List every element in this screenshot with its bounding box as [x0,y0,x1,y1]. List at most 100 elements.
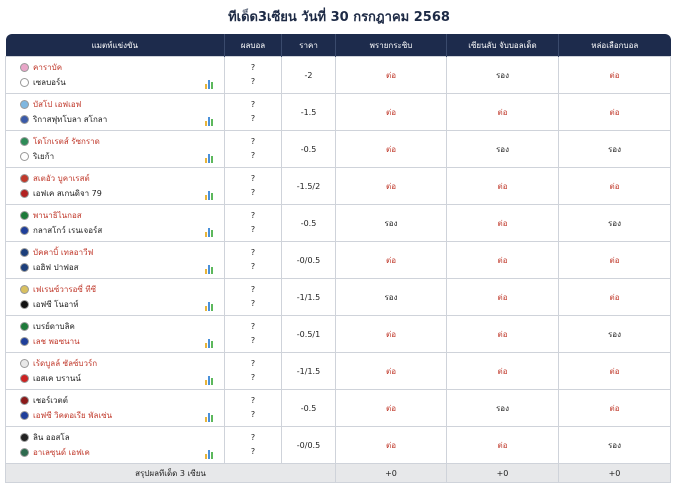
home-team-name[interactable]: พานาธิไนกอส [33,211,82,220]
match-cell[interactable]: สเตอัว บูคาเรสต์เอฟเค สเกนดิจา 79 [5,167,225,205]
home-team-name[interactable]: โดโกเรตส์ รัซกราด [33,137,100,146]
away-team[interactable]: เลช พอซนาน [20,334,224,349]
home-team[interactable]: บัสโป เอฟเอฟ [20,97,224,112]
score-cell: ?? [224,167,282,205]
away-team-name[interactable]: ริเยก้า [33,152,55,161]
home-team[interactable]: คาราบัค [20,60,224,75]
stats-chart-icon[interactable] [205,302,214,311]
score-away: ? [250,410,256,419]
pick-cell: ต่อ [558,352,671,390]
score-home: ? [250,137,256,146]
score-cell: ?? [224,315,282,353]
away-team[interactable]: เซลบอร์น [20,75,224,90]
price-cell: -1.5 [281,93,336,131]
match-cell[interactable]: เบรย์ดาบลิคเลช พอซนาน [5,315,225,353]
away-team[interactable]: อาเลซุนด์ เอฟเค [20,445,224,460]
score-away: ? [250,77,256,86]
away-team-name[interactable]: เอฟเค สเกนดิจา 79 [33,189,102,198]
away-team-name[interactable]: อาเลซุนด์ เอฟเค [33,448,90,457]
stats-chart-icon[interactable] [205,80,214,89]
home-team[interactable]: เฟเรนซ์วารอซี่ ทีซี [20,282,224,297]
pick-cell: ต่อ [335,241,447,279]
away-team-name[interactable]: เซลบอร์น [33,78,66,87]
stats-chart-icon[interactable] [205,450,214,459]
away-team-logo-icon [20,300,29,309]
away-team-logo-icon [20,263,29,272]
score-home: ? [250,396,256,405]
away-team[interactable]: เอสเค บรานน์ [20,371,224,386]
home-team-name[interactable]: บัสโป เอฟเอฟ [33,100,82,109]
match-cell[interactable]: เร้ดบูลล์ ซัลซ์บวร์กเอสเค บรานน์ [5,352,225,390]
price-cell: -1.5/2 [281,167,336,205]
home-team[interactable]: บัคคาบิ้ เทลอาวีฟ [20,245,224,260]
away-team-name[interactable]: ริกาสฟุทโบลา สโกลา [33,115,108,124]
home-team-name[interactable]: เชอร์เวตต์ [33,396,68,405]
stats-chart-icon[interactable] [205,154,214,163]
away-team-name[interactable]: เอสเค บรานน์ [33,374,81,383]
match-cell[interactable]: พานาธิไนกอสกลาสโกว์ เรนเจอร์ส [5,204,225,242]
pick-cell: ต่อ [335,93,447,131]
away-team[interactable]: เอฮิฟ ปาฟอส [20,260,224,275]
stats-chart-icon[interactable] [205,413,214,422]
stats-chart-icon[interactable] [205,339,214,348]
score-cell: ?? [224,241,282,279]
pick-cell: รอง [446,130,559,168]
stats-chart-icon[interactable] [205,191,214,200]
home-team-name[interactable]: เบรย์ดาบลิค [33,322,75,331]
score-home: ? [250,359,256,368]
match-cell[interactable]: เชอร์เวตต์เอฟซี วิคตอเรีย พัลเซ่น [5,389,225,427]
home-team-name[interactable]: บัคคาบิ้ เทลอาวีฟ [33,248,94,257]
table-header-row: แมตท์แข่งขัน ผลบอล ราคา พรายกระซิบ เซียน… [5,34,671,57]
away-team[interactable]: เอฟซี โนอาห์ [20,297,224,312]
away-team[interactable]: ริกาสฟุทโบลา สโกลา [20,112,224,127]
header-match: แมตท์แข่งขัน [5,34,225,57]
match-row: เร้ดบูลล์ ซัลซ์บวร์ก เอสเค บรานน์?? -1/1.5… [5,352,671,390]
match-cell[interactable]: คาราบัคเซลบอร์น [5,56,225,94]
away-team[interactable]: กลาสโกว์ เรนเจอร์ส [20,223,224,238]
stats-chart-icon[interactable] [205,265,214,274]
away-team-name[interactable]: เอฟซี วิคตอเรีย พัลเซ่น [33,411,113,420]
match-cell[interactable]: บัคคาบิ้ เทลอาวีฟเอฮิฟ ปาฟอส [5,241,225,279]
home-team-name[interactable]: สเตอัว บูคาเรสต์ [33,174,90,183]
pick-cell: รอง [335,204,447,242]
home-team[interactable]: ลิน ออสโล [20,430,224,445]
away-team-name[interactable]: กลาสโกว์ เรนเจอร์ส [33,226,103,235]
home-team[interactable]: เร้ดบูลล์ ซัลซ์บวร์ก [20,356,224,371]
match-cell[interactable]: บัสโป เอฟเอฟริกาสฟุทโบลา สโกลา [5,93,225,131]
home-team-name[interactable]: ลิน ออสโล [33,433,70,442]
stats-chart-icon[interactable] [205,117,214,126]
away-team-name[interactable]: เอฮิฟ ปาฟอส [33,263,79,272]
pick-cell: ต่อ [335,315,447,353]
header-tipster-1: พรายกระซิบ [335,34,447,57]
match-cell[interactable]: โดโกเรตส์ รัซกราดริเยก้า [5,130,225,168]
match-cell[interactable]: เฟเรนซ์วารอซี่ ทีซีเอฟซี โนอาห์ [5,278,225,316]
score-home: ? [250,174,256,183]
home-team[interactable]: เชอร์เวตต์ [20,393,224,408]
pick-cell: ต่อ [558,389,671,427]
match-row: บัคคาบิ้ เทลอาวีฟ เอฮิฟ ปาฟอส?? -0/0.5 ต่อต… [5,241,671,279]
home-team[interactable]: โดโกเรตส์ รัซกราด [20,134,224,149]
away-team-name[interactable]: เลช พอซนาน [33,337,80,346]
match-row: คาราบัค เซลบอร์น?? -2 ต่อ รอง ต่อ [5,56,671,94]
match-row: โดโกเรตส์ รัซกราด ริเยก้า?? -0.5 ต่อ รอง รอง [5,130,671,168]
pick-cell: ต่อ [558,241,671,279]
score-away: ? [250,336,256,345]
home-team-name[interactable]: เร้ดบูลล์ ซัลซ์บวร์ก [33,359,98,368]
away-team[interactable]: ริเยก้า [20,149,224,164]
home-team-logo-icon [20,248,29,257]
pick-cell: ต่อ [558,167,671,205]
match-cell[interactable]: ลิน ออสโลอาเลซุนด์ เอฟเค [5,426,225,464]
away-team-name[interactable]: เอฟซี โนอาห์ [33,300,79,309]
home-team-name[interactable]: คาราบัค [33,63,63,72]
home-team[interactable]: สเตอัว บูคาเรสต์ [20,171,224,186]
stats-chart-icon[interactable] [205,228,214,237]
away-team[interactable]: เอฟซี วิคตอเรีย พัลเซ่น [20,408,224,423]
stats-chart-icon[interactable] [205,376,214,385]
match-row: เฟเรนซ์วารอซี่ ทีซี เอฟซี โนอาห์?? -1/1.5 ร… [5,278,671,316]
home-team-name[interactable]: เฟเรนซ์วารอซี่ ทีซี [33,285,97,294]
home-team[interactable]: พานาธิไนกอส [20,208,224,223]
match-row: เชอร์เวตต์ เอฟซี วิคตอเรีย พัลเซ่น?? -0.5 ต… [5,389,671,427]
away-team[interactable]: เอฟเค สเกนดิจา 79 [20,186,224,201]
pick-cell: รอง [446,389,559,427]
home-team[interactable]: เบรย์ดาบลิค [20,319,224,334]
